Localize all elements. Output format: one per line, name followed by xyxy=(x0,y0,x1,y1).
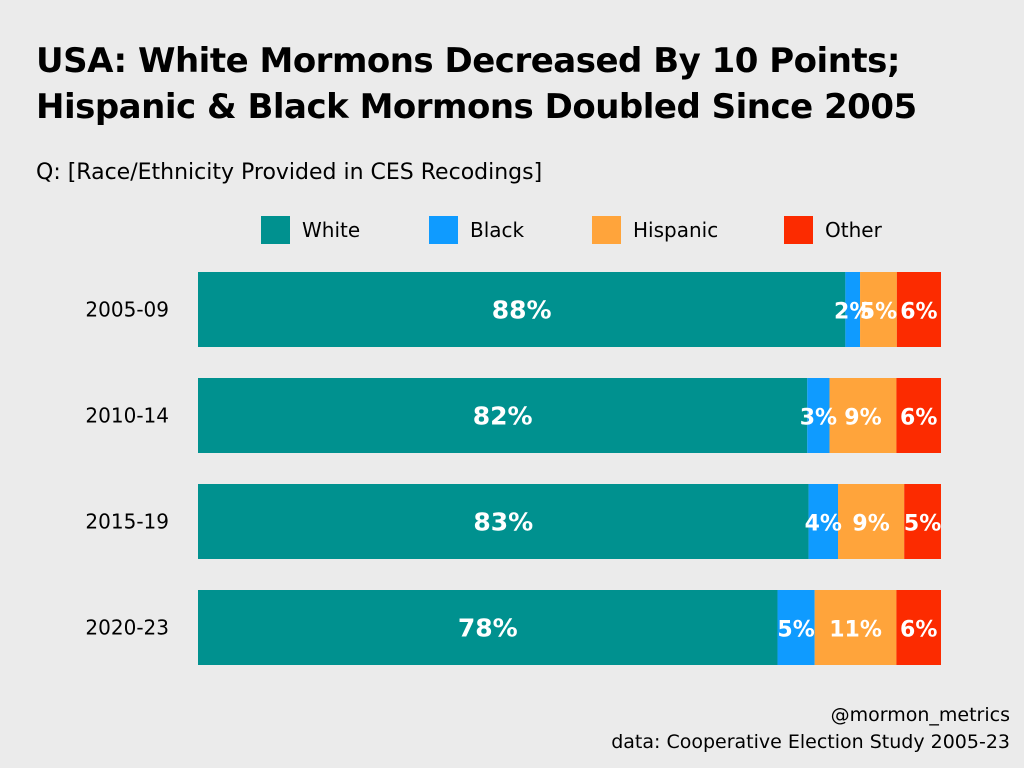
data-source: data: Cooperative Election Study 2005-23 xyxy=(611,731,1010,753)
bar-segment-black xyxy=(777,590,815,665)
legend-label-black: Black xyxy=(470,218,525,242)
data-label-white: 83% xyxy=(473,508,533,537)
data-label-hispanic: 11% xyxy=(829,618,882,643)
bar-segment-black xyxy=(808,484,839,559)
legend-swatch-other xyxy=(784,216,813,244)
chart-footer: @mormon_metrics data: Cooperative Electi… xyxy=(611,702,1010,756)
data-label-white: 82% xyxy=(473,402,533,431)
data-label-white: 88% xyxy=(492,296,552,325)
bar-segment-hispanic xyxy=(814,590,897,665)
bar-segment-black xyxy=(807,378,830,453)
bar-segment-black xyxy=(845,272,861,347)
data-label-hispanic: 9% xyxy=(852,512,889,537)
legend-swatch-white xyxy=(261,216,290,244)
y-axis-label: 2010-14 xyxy=(85,404,169,428)
bar-segment-other xyxy=(896,378,941,453)
y-axis-label: 2020-23 xyxy=(85,616,169,640)
data-label-black: 4% xyxy=(805,512,842,537)
chart-bars: 88% 2%5% 6%82% 3% 9% 6%83% 4% 9% 5%78% 5% 11% 6% xyxy=(198,272,941,665)
legend-swatch-black xyxy=(429,216,458,244)
data-label-other: 6% xyxy=(900,406,937,431)
legend-swatch-hispanic xyxy=(592,216,621,244)
legend-label-white: White xyxy=(302,218,360,242)
data-label-other: 6% xyxy=(900,300,937,325)
data-label-black: 2% xyxy=(834,300,871,325)
bar-segment-hispanic xyxy=(829,378,897,453)
chart-title-line: USA: White Mormons Decreased By 10 Point… xyxy=(36,41,900,81)
y-axis-label: 2015-19 xyxy=(85,510,169,534)
bar-segment-white xyxy=(198,484,809,559)
chart-title: USA: White Mormons Decreased By 10 Point… xyxy=(36,38,1006,130)
data-label-white: 78% xyxy=(458,614,518,643)
data-label-hispanic: 5% xyxy=(860,300,897,325)
chart-title-line: Hispanic & Black Mormons Doubled Since 2… xyxy=(36,87,917,127)
data-label-black: 5% xyxy=(777,618,814,643)
chart-legend: White Black Hispanic Other xyxy=(261,216,883,244)
author-handle: @mormon_metrics xyxy=(830,704,1010,726)
data-label-hispanic: 9% xyxy=(844,406,881,431)
y-axis-labels: 2005-09 2010-14 2015-19 2020-23 xyxy=(85,298,169,640)
data-label-other: 6% xyxy=(900,618,937,643)
data-label-black: 3% xyxy=(800,406,837,431)
legend-label-hispanic: Hispanic xyxy=(633,218,718,242)
bar-segment-other xyxy=(896,590,941,665)
data-label-other: 5% xyxy=(904,512,941,537)
bar-segment-hispanic xyxy=(838,484,905,559)
bar-segment-other xyxy=(896,272,941,347)
bar-segment-white xyxy=(198,378,808,453)
y-axis-label: 2005-09 xyxy=(85,298,169,322)
bar-segment-hispanic xyxy=(860,272,897,347)
bar-segment-other xyxy=(904,484,941,559)
bar-segment-white xyxy=(198,590,778,665)
chart-subtitle: Q: [Race/Ethnicity Provided in CES Recod… xyxy=(36,160,543,185)
legend-label-other: Other xyxy=(825,218,883,242)
bar-segment-white xyxy=(198,272,846,347)
